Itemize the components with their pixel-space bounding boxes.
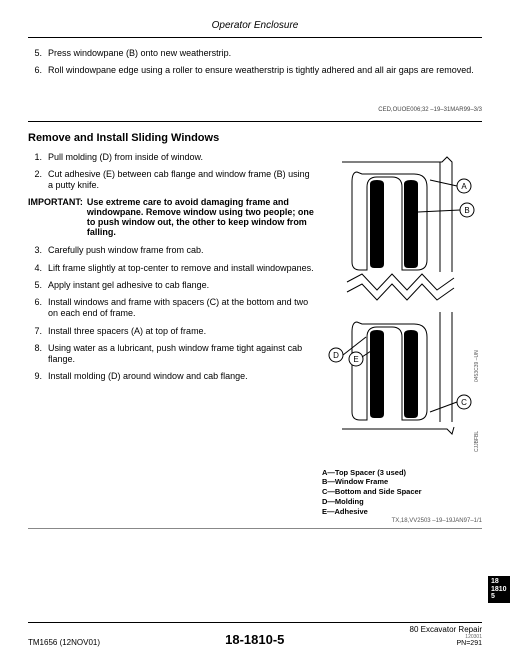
step-number: 6. [28, 297, 42, 320]
important-label: IMPORTANT: [28, 197, 83, 237]
step-row: 5. Press windowpane (B) onto new weather… [28, 48, 482, 59]
header-rule [28, 37, 482, 38]
step-row: 2. Cut adhesive (E) between cab flange a… [28, 169, 314, 192]
step-number: 7. [28, 326, 42, 337]
diagram-column: A B D [322, 152, 482, 517]
reference-code: TX,18,VV2503 –19–19JAN97–1/1 [28, 518, 482, 524]
step-number: 6. [28, 65, 42, 76]
legend-item: E—Adhesive [322, 507, 482, 517]
reference-code: CED,OUOE006;32 –19–31MAR99–3/3 [28, 107, 482, 113]
step-number: 4. [28, 263, 42, 274]
tab-line: 5 [491, 593, 507, 601]
important-note: IMPORTANT: Use extreme care to avoid dam… [28, 197, 314, 237]
step-number: 3. [28, 245, 42, 256]
page-header-title: Operator Enclosure [28, 20, 482, 35]
svg-text:A: A [461, 182, 467, 191]
legend-item: D—Molding [322, 497, 482, 507]
step-number: 2. [28, 169, 42, 192]
page-footer: TM1656 (12NOV01) 18-1810-5 80 Excavator … [28, 622, 482, 647]
tab-line: 18 [491, 578, 507, 586]
step-text: Press windowpane (B) onto new weatherstr… [48, 48, 482, 59]
svg-text:C: C [461, 398, 467, 407]
section-index-tab: 18 1810 5 [488, 576, 510, 603]
footer-page-number: PN=291 [410, 640, 482, 647]
footer-page-code: 18-1810-5 [225, 632, 284, 647]
section-end-rule [28, 528, 482, 529]
footer-manual-id: TM1656 (12NOV01) [28, 638, 100, 647]
diagram-legend: A—Top Spacer (3 used) B—Window Frame C—B… [322, 468, 482, 517]
step-text: Using water as a lubricant, push window … [48, 343, 314, 366]
step-row: 1. Pull molding (D) from inside of windo… [28, 152, 314, 163]
step-row: 8. Using water as a lubricant, push wind… [28, 343, 314, 366]
legend-item: B—Window Frame [322, 477, 482, 487]
step-row: 6. Install windows and frame with spacer… [28, 297, 314, 320]
legend-item: C—Bottom and Side Spacer [322, 487, 482, 497]
svg-text:0453C39 –UN: 0453C39 –UN [474, 349, 480, 381]
step-text: Apply instant gel adhesive to cab flange… [48, 280, 314, 291]
step-row: 4. Lift frame slightly at top-center to … [28, 263, 314, 274]
step-row: 7. Install three spacers (A) at top of f… [28, 326, 314, 337]
instruction-column: 1. Pull molding (D) from inside of windo… [28, 152, 314, 517]
svg-text:D: D [333, 351, 339, 360]
step-text: Install molding (D) around window and ca… [48, 371, 314, 382]
section-weatherstrip-continued: 5. Press windowpane (B) onto new weather… [28, 48, 482, 113]
step-number: 1. [28, 152, 42, 163]
section-title: Remove and Install Sliding Windows [28, 132, 482, 144]
important-text: Use extreme care to avoid damaging frame… [87, 197, 314, 237]
step-text: Carefully push window frame from cab. [48, 245, 314, 256]
step-text: Roll windowpane edge using a roller to e… [48, 65, 482, 76]
window-seal-diagram: A B D [322, 152, 482, 462]
svg-text:CJJBFBL: CJJBFBL [474, 430, 480, 451]
tab-line: 1810 [491, 586, 507, 594]
step-number: 5. [28, 48, 42, 59]
svg-text:E: E [353, 355, 358, 364]
step-row: 3. Carefully push window frame from cab. [28, 245, 314, 256]
step-text: Pull molding (D) from inside of window. [48, 152, 314, 163]
step-text: Install three spacers (A) at top of fram… [48, 326, 314, 337]
section-sliding-windows: Remove and Install Sliding Windows 1. Pu… [28, 132, 482, 530]
section-divider-rule [28, 121, 482, 122]
step-text: Cut adhesive (E) between cab flange and … [48, 169, 314, 192]
step-number: 9. [28, 371, 42, 382]
step-number: 8. [28, 343, 42, 366]
step-number: 5. [28, 280, 42, 291]
step-row: 6. Roll windowpane edge using a roller t… [28, 65, 482, 76]
step-row: 5. Apply instant gel adhesive to cab fla… [28, 280, 314, 291]
step-text: Lift frame slightly at top-center to rem… [48, 263, 314, 274]
legend-item: A—Top Spacer (3 used) [322, 468, 482, 478]
step-row: 9. Install molding (D) around window and… [28, 371, 314, 382]
step-text: Install windows and frame with spacers (… [48, 297, 314, 320]
svg-text:B: B [464, 206, 469, 215]
footer-doc-title: 80 Excavator Repair [410, 625, 482, 634]
